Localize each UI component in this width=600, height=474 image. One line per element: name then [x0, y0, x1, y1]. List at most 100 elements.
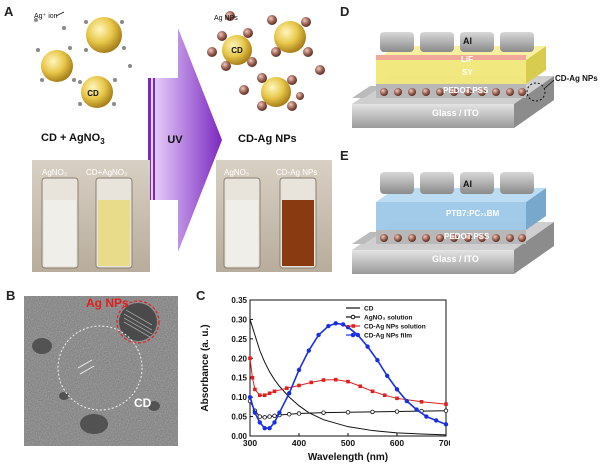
series-point-2: [382, 393, 387, 397]
series-point-1: [321, 410, 326, 415]
panel-label-a: A: [4, 4, 14, 19]
y-tick-label: 0.20: [231, 354, 247, 363]
series-point-2: [370, 389, 375, 394]
series-point-2: [321, 378, 326, 382]
ag-nps-label-a: Ag NPs: [214, 15, 238, 22]
y-tick-label: 0.05: [231, 413, 247, 422]
series-point-2: [258, 393, 262, 397]
series-point-3: [384, 373, 390, 378]
vial-label-agno3-right: AgNO₃: [224, 168, 250, 177]
series-point-2: [309, 380, 314, 385]
series-point-3: [267, 426, 272, 431]
series-point-2: [333, 377, 338, 382]
series-point-3: [252, 410, 258, 415]
series-point-2: [253, 387, 257, 392]
cd-particles-left: [34, 17, 132, 108]
series-point-2: [297, 383, 301, 388]
tem-image: [24, 296, 178, 446]
vial-label-agno3-left: AgNO₃: [42, 168, 68, 177]
series-point-2: [358, 384, 363, 389]
series-point-3: [326, 323, 331, 329]
series-point-1: [296, 411, 302, 416]
series-point-2: [272, 389, 277, 394]
series-point-2: [250, 375, 255, 380]
series-point-1: [394, 409, 400, 414]
panel-label-b: B: [6, 288, 16, 303]
series-point-1: [257, 414, 262, 419]
layer-d-lif: LiF: [461, 55, 473, 64]
panel-a-schematic: Ag⁺ ion CD UV Ag NPs CD: [32, 11, 332, 272]
series-point-3: [286, 391, 292, 396]
series-point-1: [272, 413, 277, 418]
series-point-3: [306, 348, 311, 353]
series-point-1: [345, 410, 351, 415]
vial-label-cd-ag-nps: CD-Ag NPs: [276, 168, 318, 177]
series-point-1: [370, 409, 375, 415]
vial-label-cd-agno3: CD+AgNO₃: [86, 168, 128, 177]
series-line-0: [249, 319, 447, 436]
series-point-2: [267, 391, 272, 396]
cd-label-a: CD: [87, 89, 99, 98]
legend-marker: [350, 332, 356, 338]
y-tick-label: 0.30: [231, 315, 247, 324]
layer-d-sy: SY: [462, 68, 473, 77]
series-point-3: [272, 420, 277, 425]
ag-ion-label: Ag⁺ ion: [34, 13, 58, 20]
y-tick-label: 0.10: [231, 393, 247, 402]
uv-arrow: [148, 28, 222, 252]
device-e-diagram: [352, 172, 554, 274]
series-point-2: [419, 400, 424, 404]
left-caption: CD + AgNO3: [41, 132, 105, 147]
legend-marker: [350, 314, 356, 320]
layer-d-pedot: PEDOT:PSS: [443, 86, 489, 95]
callout-cd-ag-nps: CD-Ag NPs: [555, 74, 598, 83]
x-tick-label: 500: [341, 438, 355, 448]
vial-photo-right: [216, 160, 332, 272]
uv-label: UV: [167, 134, 183, 146]
series-point-2: [262, 393, 267, 397]
series-point-3: [394, 387, 400, 392]
series-point-3: [340, 322, 346, 327]
cd-label-a2: CD: [231, 46, 243, 55]
tem-ag-nps-label: Ag NPs: [86, 296, 129, 310]
panel-label-d: D: [340, 4, 350, 19]
x-tick-label: 300: [243, 438, 257, 448]
series-point-3: [433, 418, 439, 423]
series-point-3: [247, 394, 253, 400]
series-point-2: [395, 396, 399, 401]
x-axis-label: Wavelength (nm): [308, 452, 388, 463]
series-point-3: [262, 426, 267, 431]
legend-label: CD-Ag NPs solution: [364, 324, 426, 331]
y-tick-label: 0.25: [231, 335, 247, 344]
layer-e-al: Al: [463, 179, 472, 189]
layer-e-ptb7: PTB7:PC₇₁BM: [446, 209, 500, 218]
device-d-diagram: [352, 32, 555, 128]
series-point-2: [346, 379, 350, 384]
y-tick-label: 0.00: [231, 432, 247, 441]
vial-photo-left: [32, 160, 150, 272]
y-axis-label: Absorbance (a. u.): [200, 324, 211, 411]
tem-cd-label: CD: [134, 396, 152, 410]
series-point-2: [444, 402, 448, 406]
series-point-3: [296, 367, 302, 373]
legend-label: CD: [364, 306, 374, 313]
panel-label-c: C: [196, 288, 206, 303]
cd-ag-nps-right: [207, 11, 325, 111]
layer-e-glass: Glass / ITO: [432, 254, 479, 264]
series-point-1: [267, 414, 272, 419]
series-point-3: [443, 422, 449, 427]
series-point-3: [277, 410, 282, 415]
series-point-2: [284, 386, 289, 391]
legend-marker: [351, 324, 356, 328]
x-tick-label: 700: [439, 438, 450, 448]
series-point-3: [257, 420, 262, 425]
series-point-3: [375, 358, 380, 363]
right-caption: CD-Ag NPs: [238, 133, 297, 145]
layer-d-glass: Glass / ITO: [432, 108, 479, 118]
absorbance-chart: 300 400 500 600 700 0.00 0.05 0.10 0.15 0.20 0.25 0…: [200, 296, 450, 463]
legend-label: CD-Ag NPs film: [364, 333, 412, 340]
series-point-1: [262, 415, 267, 420]
series-point-1: [443, 408, 449, 413]
series-point-3: [365, 344, 370, 349]
series-point-1: [286, 412, 292, 417]
